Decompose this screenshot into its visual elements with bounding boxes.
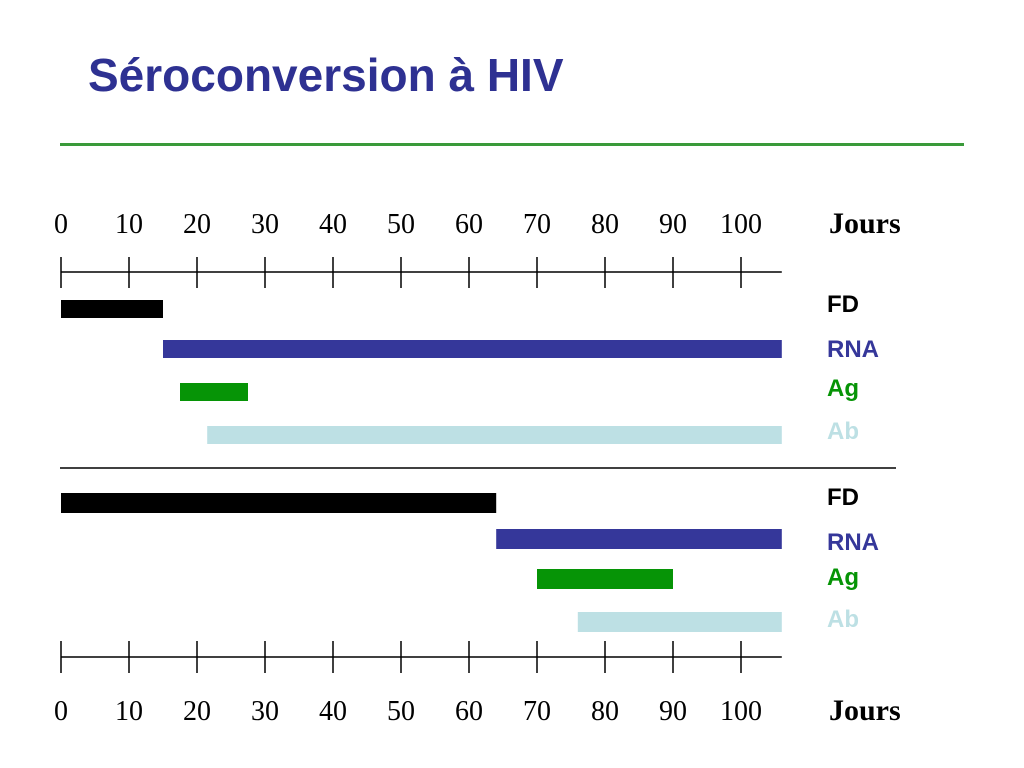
x-tick-label: 60 (455, 696, 483, 727)
series-label-ag: Ag (827, 564, 859, 591)
bar-fd (61, 493, 497, 513)
series-label-fd: FD (827, 291, 859, 318)
bar-fd (61, 300, 163, 318)
chart-panel-top: 0 10 20 30 40 50 60 70 80 90 100 Jours FD RNA Ag Ab (54, 207, 901, 445)
series-label-rna: RNA (827, 336, 879, 363)
series-label-fd: FD (827, 484, 859, 511)
x-tick-label: 100 (720, 209, 762, 240)
x-tick-label: 0 (54, 209, 68, 240)
x-tick-label: 20 (183, 209, 211, 240)
x-tick-label: 40 (319, 209, 347, 240)
x-tick-label: 50 (387, 696, 415, 727)
x-tick-label: 90 (659, 209, 687, 240)
x-tick-label: 70 (523, 209, 551, 240)
bar-rna (163, 340, 782, 358)
bar-ab (207, 426, 782, 444)
series-label-ab: Ab (827, 418, 859, 445)
x-tick-label: 100 (720, 696, 762, 727)
x-tick-label: 0 (54, 696, 68, 727)
series-label-ag: Ag (827, 375, 859, 402)
x-axis-label: Jours (829, 207, 901, 240)
x-axis-label: Jours (829, 694, 901, 727)
x-tick-label: 20 (183, 696, 211, 727)
x-tick-label: 50 (387, 209, 415, 240)
x-tick-label: 90 (659, 696, 687, 727)
bar-ab (577, 612, 782, 632)
x-tick-label: 70 (523, 696, 551, 727)
chart-panel-bottom: 0 10 20 30 40 50 60 70 80 90 100 Jours FD RNA Ag Ab (54, 484, 901, 727)
bar-rna (496, 529, 782, 549)
series-label-ab: Ab (827, 606, 859, 633)
x-tick-label: 80 (591, 696, 619, 727)
title-divider (60, 143, 964, 146)
x-tick-label: 80 (591, 209, 619, 240)
x-tick-label: 40 (319, 696, 347, 727)
bar-ag (180, 383, 248, 401)
x-tick-label: 60 (455, 209, 483, 240)
page-title: Séroconversion à HIV (88, 49, 564, 101)
x-tick-label: 10 (115, 696, 143, 727)
series-label-rna: RNA (827, 529, 879, 556)
x-tick-label: 30 (251, 209, 279, 240)
x-tick-label: 30 (251, 696, 279, 727)
bar-ag (537, 569, 673, 589)
x-tick-label: 10 (115, 209, 143, 240)
